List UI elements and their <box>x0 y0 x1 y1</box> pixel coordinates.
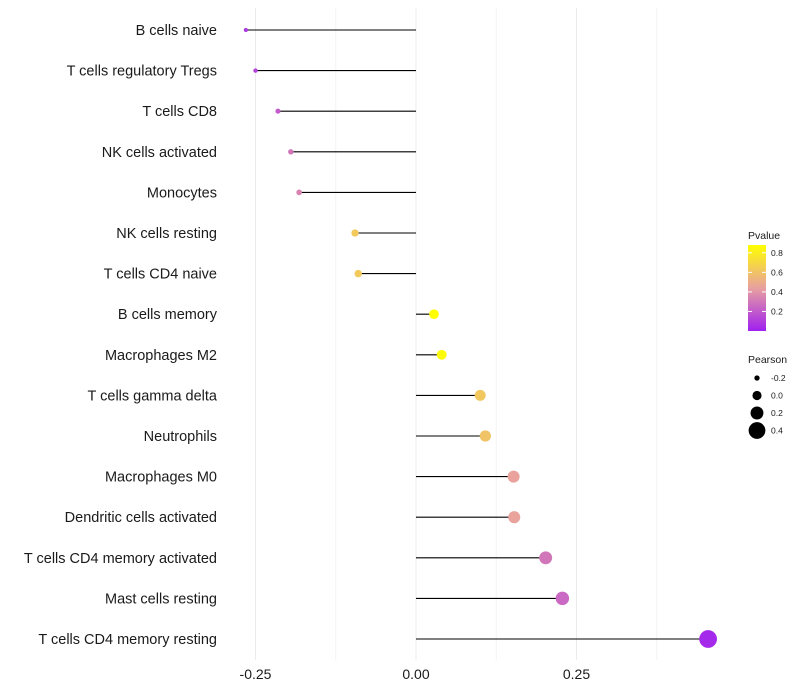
category-label: T cells regulatory Tregs <box>67 64 217 80</box>
segment-layer <box>245 29 709 640</box>
lollipop-point <box>507 470 520 483</box>
size-legend-label: 0.0 <box>771 391 783 401</box>
x-tick-labels: -0.25 0.00 0.25 <box>240 666 591 682</box>
lollipop-point <box>243 27 248 33</box>
color-legend-label: 0.8 <box>771 248 783 258</box>
category-label: Macrophages M0 <box>105 470 217 486</box>
lollipop-point <box>436 349 447 360</box>
lollipop-point <box>275 108 281 114</box>
size-legend-label: 0.2 <box>771 408 783 418</box>
category-label: T cells CD8 <box>142 104 217 120</box>
lollipop-point <box>539 551 553 565</box>
lollipop-point <box>699 630 717 648</box>
category-label: NK cells activated <box>102 145 217 161</box>
lollipop-point <box>296 189 302 196</box>
category-label: T cells CD4 memory activated <box>24 551 217 567</box>
grid-layer <box>255 8 658 660</box>
lollipop-point <box>351 229 359 237</box>
size-legend-title: Pearson <box>748 354 787 366</box>
category-label: Mast cells resting <box>105 591 217 607</box>
size-legend-point <box>754 375 760 381</box>
color-legend-label: 0.2 <box>771 306 783 316</box>
color-legend-label: 0.6 <box>771 267 783 277</box>
size-legend-label: 0.4 <box>771 426 783 436</box>
lollipop-point <box>474 389 486 401</box>
category-label: T cells CD4 naive <box>104 267 217 283</box>
category-label: NK cells resting <box>116 226 217 242</box>
size-legend-point <box>750 406 764 420</box>
lollipop-point <box>288 149 294 155</box>
category-labels: B cells naive T cells regulatory Tregs T c… <box>24 23 218 648</box>
legend: Pvalue 0.20.40.60.8 Pearson -0.20.00.20.… <box>748 230 787 439</box>
category-label: Monocytes <box>147 185 217 201</box>
category-label: B cells memory <box>118 307 218 323</box>
category-label: B cells naive <box>136 23 217 39</box>
color-legend-label: 0.4 <box>771 287 783 297</box>
size-legend-point <box>752 390 762 401</box>
x-tick-label: -0.25 <box>240 666 272 682</box>
size-legend-point <box>748 422 766 439</box>
point-layer <box>243 27 717 648</box>
size-legend-items: -0.2 0.0 0.2 0.4 <box>748 373 786 439</box>
color-legend-bar <box>748 245 766 331</box>
lollipop-point <box>479 430 491 442</box>
x-tick-label: 0.25 <box>563 666 590 682</box>
color-legend-ticks: 0.2 0.4 0.6 0.8 <box>748 248 783 316</box>
category-label: Dendritic cells activated <box>65 510 217 526</box>
lollipop-point <box>508 511 521 524</box>
x-tick-label: 0.00 <box>402 666 429 682</box>
lollipop-point <box>354 269 362 278</box>
size-legend-label: -0.2 <box>771 373 786 383</box>
color-legend-title: Pvalue <box>748 230 780 242</box>
category-label: Neutrophils <box>144 429 217 445</box>
lollipop-point <box>253 68 258 73</box>
category-label: Macrophages M2 <box>105 348 217 364</box>
category-label: T cells gamma delta <box>88 388 218 404</box>
lollipop-point <box>429 309 439 320</box>
lollipop-point <box>555 591 570 606</box>
category-label: T cells CD4 memory resting <box>38 632 217 648</box>
